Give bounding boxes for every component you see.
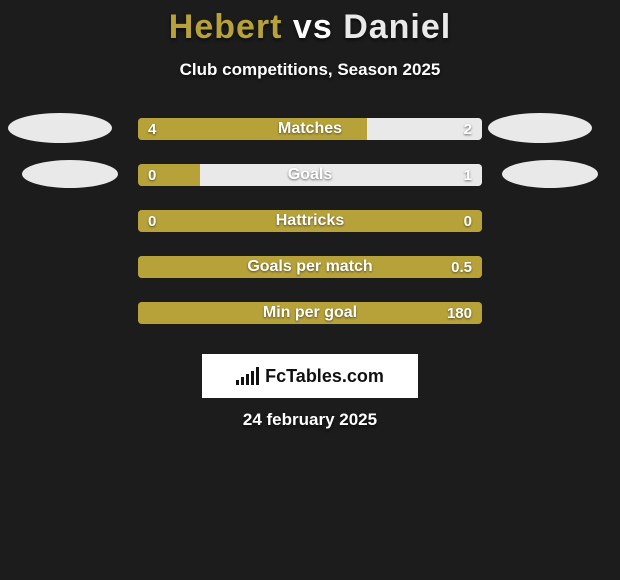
title-part: vs — [282, 8, 343, 46]
comparison-row: Hattricks00 — [0, 210, 620, 256]
bar-track: Goals01 — [138, 164, 482, 186]
bar-fill-left — [138, 118, 367, 140]
bar-value-left: 0 — [148, 164, 156, 186]
bar-value-right: 1 — [464, 164, 472, 186]
comparison-row: Min per goal180 — [0, 302, 620, 348]
bar-track: Goals per match0.5 — [138, 256, 482, 278]
bar-track: Min per goal180 — [138, 302, 482, 324]
bar-value-left: 0 — [148, 210, 156, 232]
logo-bars-icon — [236, 367, 259, 385]
bar-fill-left — [138, 256, 482, 278]
date-text: 24 february 2025 — [0, 410, 620, 430]
comparison-row: Goals per match0.5 — [0, 256, 620, 302]
bar-track: Hattricks00 — [138, 210, 482, 232]
bar-fill-left — [138, 210, 482, 232]
comparison-row: Matches42 — [0, 118, 620, 164]
subtitle: Club competitions, Season 2025 — [0, 60, 620, 80]
title-part: Hebert — [169, 8, 283, 46]
bar-track: Matches42 — [138, 118, 482, 140]
bar-fill-left — [138, 302, 482, 324]
bar-value-right: 0 — [464, 210, 472, 232]
site-logo: FcTables.com — [202, 354, 418, 398]
title-part: Daniel — [343, 8, 451, 46]
bar-value-right: 2 — [464, 118, 472, 140]
bar-value-left: 4 — [148, 118, 156, 140]
logo-text: FcTables.com — [265, 366, 384, 387]
bar-value-right: 0.5 — [451, 256, 472, 278]
comparison-row: Goals01 — [0, 164, 620, 210]
bar-value-right: 180 — [447, 302, 472, 324]
page-title: Hebert vs Daniel — [0, 8, 620, 47]
bar-fill-right — [200, 164, 482, 186]
